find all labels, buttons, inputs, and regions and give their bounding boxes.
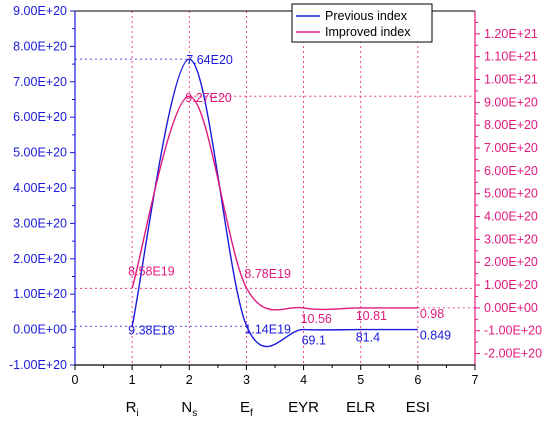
x-tick-label-4: 4 [300, 373, 307, 387]
improved-index-data-label-0: 8.58E19 [128, 264, 175, 278]
y-right-tick-label-9: 7.00E+20 [484, 141, 538, 155]
category-label-main: E [240, 399, 250, 416]
previous-index-data-label-0: 9.38E18 [128, 323, 175, 337]
y-right-tick-label-8: 6.00E+20 [484, 164, 538, 178]
y-left-tick-label-5: 4.00E+20 [13, 181, 67, 195]
x-tick-label-6: 6 [414, 373, 421, 387]
y-right-tick-label-10: 8.00E+20 [484, 118, 538, 132]
y-right-tick-label-4: 2.00E+20 [484, 255, 538, 269]
y-right-tick-label-5: 3.00E+20 [484, 232, 538, 246]
y-left-tick-label-1: 0.00E+00 [13, 323, 67, 337]
y-right-tick-label-14: 1.20E+21 [484, 27, 538, 41]
y-right-tick-label-7: 5.00E+20 [484, 187, 538, 201]
y-left-tick-label-0: -1.00E+20 [9, 358, 67, 372]
previous-index-data-label-3: 69.1 [302, 334, 326, 348]
previous-index-data-label-2: 1.14E19 [244, 323, 291, 337]
y-right-tick-label-6: 4.00E+20 [484, 210, 538, 224]
data-labels: 9.38E18 7.64E20 1.14E19 69.1 81.4 0.849 8.58E1… [128, 53, 451, 347]
axes: -1.00E+20 0.00E+00 1.00E+20 2.00E+20 3.00E+2… [9, 4, 542, 419]
improved-index-data-label-1: 9.27E20 [185, 91, 232, 105]
y-left-tick-label-6: 5.00E+20 [13, 146, 67, 160]
x-tick-label-3: 3 [243, 373, 250, 387]
y-right-tick-label-0: -2.00E+20 [484, 347, 542, 361]
legend-box [291, 3, 433, 43]
category-label-main: N [181, 399, 192, 416]
legend-label-1: Improved index [325, 25, 411, 39]
grid-lines [75, 11, 475, 365]
category-label-main: EYR [288, 399, 319, 416]
improved-index-data-label-5: 0.98 [420, 307, 444, 321]
y-left-tick-label-9: 8.00E+20 [13, 39, 67, 53]
y-right-tick-label-3: 1.00E+20 [484, 278, 538, 292]
category-label-3: EYR [288, 399, 319, 416]
category-label-5: ESI [406, 399, 430, 416]
category-label-subscript: f [250, 408, 253, 419]
category-label-1: Ns [181, 399, 197, 419]
legend-label-0: Previous index [325, 9, 408, 23]
category-label-0: Ri [126, 399, 139, 419]
series-line-previous-index [131, 58, 418, 348]
category-label-main: ESI [406, 399, 430, 416]
y-right-tick-label-1: -1.00E+20 [484, 324, 542, 338]
y-left-tick-label-7: 6.00E+20 [13, 110, 67, 124]
series-lines [131, 58, 418, 348]
x-tick-label-0: 0 [72, 373, 79, 387]
y-left-tick-label-10: 9.00E+20 [13, 4, 67, 18]
y-right-tick-label-13: 1.10E+21 [484, 50, 538, 64]
y-left-tick-label-8: 7.00E+20 [13, 75, 67, 89]
y-left-tick-label-2: 1.00E+20 [13, 287, 67, 301]
improved-index-data-label-3: 10.56 [301, 312, 332, 326]
previous-index-data-label-4: 81.4 [356, 331, 380, 345]
improved-index-data-label-2: 8.78E19 [244, 267, 291, 281]
x-tick-label-5: 5 [357, 373, 364, 387]
previous-index-data-label-5: 0.849 [420, 329, 451, 343]
y-right-tick-label-2: 0.00E+00 [484, 301, 538, 315]
category-label-4: ELR [346, 399, 375, 416]
series-line-improved-index [131, 95, 418, 311]
x-tick-label-7: 7 [472, 373, 479, 387]
category-label-subscript: i [136, 408, 138, 419]
y-right-tick-label-11: 9.00E+20 [484, 95, 538, 109]
category-label-subscript: s [192, 408, 197, 419]
category-label-main: ELR [346, 399, 375, 416]
y-left-tick-label-3: 2.00E+20 [13, 252, 67, 266]
y-left-tick-label-4: 3.00E+20 [13, 216, 67, 230]
x-tick-label-1: 1 [129, 373, 136, 387]
improved-index-data-label-4: 10.81 [356, 309, 387, 323]
previous-index-data-label-1: 7.64E20 [186, 53, 233, 67]
category-label-2: Ef [240, 399, 253, 419]
category-label-main: R [126, 399, 137, 416]
x-tick-label-2: 2 [186, 373, 193, 387]
y-right-tick-label-12: 1.00E+21 [484, 73, 538, 87]
legend: Previous index Improved index [291, 3, 433, 43]
